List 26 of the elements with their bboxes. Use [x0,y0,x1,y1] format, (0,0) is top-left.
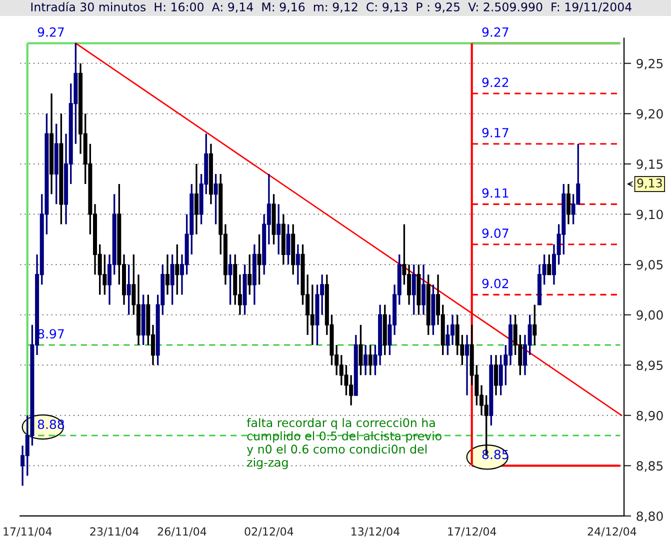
y-tick-label: 9,20 [636,109,663,120]
chart-title: Intradía 30 minutos H: 16:00 A: 9,14 M: 9,16 m: 9,12 C: 9,13 P : 9,25 V: 2.509.990 F: 19/11/2004 [31,2,632,13]
y-tick-label: 9,00 [636,310,663,322]
text: 9,13 [637,178,662,189]
x-tick-label: 17/11/04 [4,527,52,537]
ref-line-label: 9.27 [38,27,64,37]
ref-line-label: 9.02 [482,278,508,288]
ref-line-label: 9.07 [482,228,508,238]
x-tick-label: 02/12/04 [244,527,294,537]
ref-line-label: 9.27 [482,27,508,37]
y-tick-label: 9,05 [636,260,663,271]
ref-line-label: 9.17 [482,128,508,138]
y-tick-label: 8,80 [636,511,663,522]
x-tick-label: 24/12/04 [588,527,636,537]
y-tick-label: 8,95 [636,360,663,372]
x-tick-label: 26/11/04 [158,527,206,537]
y-tick-label: 9,10 [636,210,663,220]
y-tick-label: 8,85 [636,461,663,472]
x-tick-label: 13/12/04 [351,527,400,537]
x-tick-label: 23/11/04 [90,527,139,537]
y-tick-label: 9,15 [636,159,663,170]
ref-line-label: 9.22 [482,78,508,88]
ref-line-label: 9.11 [482,188,508,198]
x-tick-label: 17/12/04 [448,527,496,537]
y-tick-label: 8,90 [636,410,663,422]
y-tick-label: 9,25 [636,58,663,70]
